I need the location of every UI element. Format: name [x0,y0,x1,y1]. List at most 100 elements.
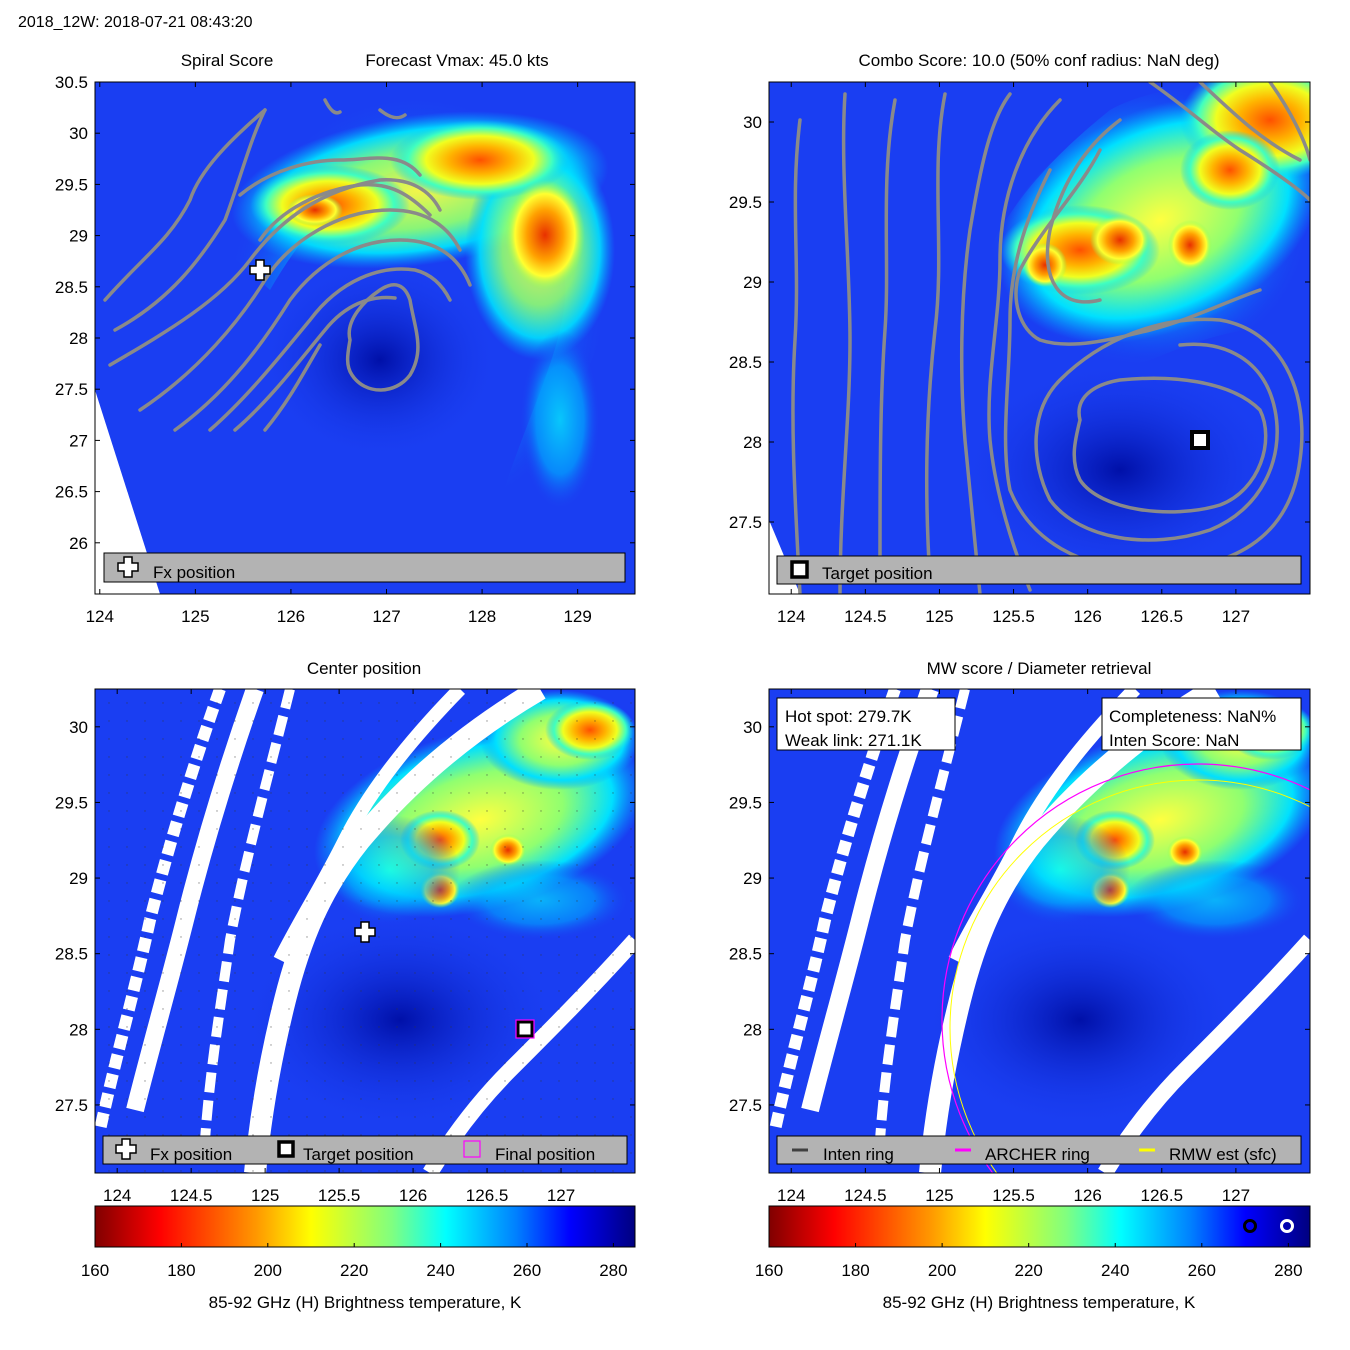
colorbar-tick-label: 280 [599,1261,627,1280]
x-tick-label: 125 [925,607,953,626]
x-tick-label: 124 [777,607,805,626]
fx-legend-icon [117,556,139,578]
mw-legend-box [776,1135,1302,1165]
colorbar-tick-label: 220 [1014,1261,1042,1280]
colorbar-right-ticks: 160 180 200 220 240 260 280 [755,1243,1303,1280]
fx-position-marker [249,259,271,281]
rmw-ring [949,779,1310,1173]
mw-legend-inten: Inten ring [823,1145,894,1164]
y-tick-label: 30 [69,718,88,737]
x-tick-label: 126 [1073,1186,1101,1205]
y-tick-label: 29 [743,869,762,888]
x-tick-label: 126 [1073,607,1101,626]
mw-info-box-right [1101,697,1302,751]
mw-heatmap: Hot spot: 279.7K Weak link: 271.1K Compl… [769,689,1310,1173]
y-tick-label: 30 [69,124,88,143]
y-tick-label: 27.5 [729,513,762,532]
inten-score-text: Inten Score: NaN [1109,731,1239,750]
y-tick-label: 30 [743,718,762,737]
y-tick-label: 29 [69,869,88,888]
center-legend-fx-icon [115,1138,137,1160]
center-legend-box [102,1135,628,1165]
mw-info-box-left [776,697,956,751]
combo-panel-title: Combo Score: 10.0 (50% conf radius: NaN … [859,51,1220,70]
x-tick-label: 125 [925,1186,953,1205]
y-tick-label: 27 [69,431,88,450]
center-heatmap: Fx position Target position Final positi… [95,689,635,1173]
x-tick-label: 124.5 [844,1186,887,1205]
y-tick-label: 28 [743,433,762,452]
x-tick-label: 127 [1222,607,1250,626]
x-tick-label: 124.5 [170,1186,213,1205]
x-tick-label: 126.5 [466,1186,509,1205]
y-tick-label: 29.5 [55,793,88,812]
spiral-axes: 124 125 126 127 128 129 26 26.5 27 27.5 28 28.5 29 29… [55,73,635,626]
colorbar-left-ticks: 160 180 200 220 240 260 280 [81,1243,628,1280]
mw-axes: 124 124.5 125 125.5 126 126.5 127 27.5 28 28.5 29 2… [729,689,1310,1205]
center-legend-target-icon [277,1140,295,1158]
x-tick-label: 124 [103,1186,131,1205]
spiral-panel-vmax: Forecast Vmax: 45.0 kts [365,51,548,70]
center-legend-fx: Fx position [150,1145,232,1164]
combo-legend-box [776,555,1302,585]
y-tick-label: 29.5 [729,193,762,212]
colorbar-tick-label: 260 [1188,1261,1216,1280]
y-tick-label: 27.5 [55,380,88,399]
combo-legend-target: Target position [822,564,933,583]
colorbar-tick-label: 240 [1101,1261,1129,1280]
center-legend-final: Final position [495,1145,595,1164]
combo-heatmap: Target position [769,82,1310,594]
spiral-legend-fx: Fx position [153,563,235,582]
y-tick-label: 28.5 [729,945,762,964]
x-tick-label: 125.5 [992,1186,1035,1205]
center-legend-final-icon [463,1140,481,1158]
colorbar-tick-label: 200 [928,1261,956,1280]
combo-contours [791,82,1310,594]
center-fx-marker [354,921,376,943]
x-tick-label: 125.5 [318,1186,361,1205]
mw-legend-archer: ARCHER ring [985,1145,1090,1164]
combo-score-panel: Combo Score: 10.0 (50% conf radius: NaN … [729,51,1311,626]
y-tick-label: 27.5 [55,1096,88,1115]
x-tick-label: 124 [86,607,114,626]
hot-spot-text: Hot spot: 279.7K [785,707,912,726]
colorbar-left-label: 85-92 GHz (H) Brightness temperature, K [209,1293,522,1312]
center-axes: 124 124.5 125 125.5 126 126.5 127 27.5 28 28.5 29 2… [55,689,635,1205]
y-tick-label: 28.5 [55,278,88,297]
colorbar-hot-spot-marker [1280,1219,1294,1233]
center-final-marker [515,1019,535,1039]
y-tick-label: 26.5 [55,483,88,502]
mw-score-panel: MW score / Diameter retrieval [729,659,1311,1205]
x-tick-label: 127 [372,607,400,626]
x-tick-label: 126.5 [1141,1186,1184,1205]
y-tick-label: 30 [743,113,762,132]
x-tick-label: 127 [1222,1186,1250,1205]
x-tick-label: 126 [277,607,305,626]
center-legend-target: Target position [303,1145,414,1164]
center-position-panel: Center position [55,659,636,1205]
y-tick-label: 28.5 [55,945,88,964]
combo-axes: 124 124.5 125 125.5 126 126.5 127 27.5 28 28.5 29 2… [729,82,1310,626]
y-tick-label: 29.5 [729,793,762,812]
y-tick-label: 28 [743,1020,762,1039]
x-tick-label: 124 [777,1186,805,1205]
colorbar-tick-label: 160 [755,1261,783,1280]
target-position-marker [1190,430,1210,450]
colorbar-tick-label: 240 [426,1261,454,1280]
x-tick-label: 124.5 [844,607,887,626]
spiral-contours [103,98,472,432]
x-tick-label: 129 [563,607,591,626]
colorbar-right: 160 180 200 220 240 260 280 85-92 GHz (H) Brig… [755,1205,1311,1312]
center-panel-title: Center position [307,659,421,678]
spiral-legend-box [103,552,626,583]
colorbar-tick-label: 160 [81,1261,109,1280]
x-tick-label: 128 [468,607,496,626]
x-tick-label: 127 [547,1186,575,1205]
figure-header: 2018_12W: 2018-07-21 08:43:20 [18,14,253,31]
completeness-text: Completeness: NaN% [1109,707,1276,726]
y-tick-label: 28 [69,1020,88,1039]
center-target-marker [516,1020,534,1038]
x-tick-label: 125 [251,1186,279,1205]
spiral-score-panel: Spiral Score Forecast Vmax: 45.0 kts [55,51,636,626]
